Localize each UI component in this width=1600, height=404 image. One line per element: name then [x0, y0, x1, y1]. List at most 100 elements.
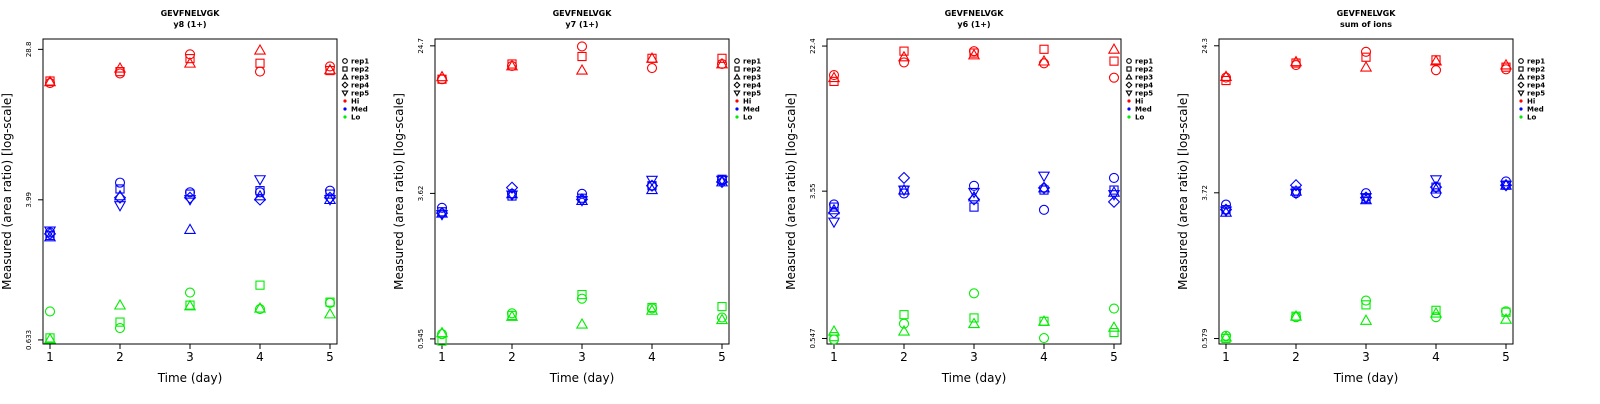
data-point-hi-triangle-up	[1359, 60, 1373, 72]
data-point-hi-square	[577, 51, 587, 62]
data-point-lo-circle	[436, 329, 448, 340]
legend-marker-med	[1519, 107, 1523, 111]
data-point-med-triangle-down	[113, 201, 127, 212]
data-point-lo-triangle-up	[1499, 313, 1513, 324]
y-tick-label: 0.579	[1201, 329, 1209, 349]
y-axis-label: Measured (area ratio) [log-scale]	[784, 93, 798, 290]
y-tick-label: 3.55	[809, 183, 817, 199]
data-point-med-triangle-down	[253, 175, 267, 186]
data-point-lo-triangle-up	[323, 307, 337, 319]
chart-subtitle: y7 (1+)	[565, 20, 598, 29]
legend-marker-rep4	[1517, 81, 1525, 89]
data-point-med-triangle-down	[827, 217, 841, 229]
data-point-med-square	[325, 189, 335, 199]
data-point-hi-triangle-up	[1219, 70, 1233, 82]
data-point-med-triangle-down	[1219, 206, 1233, 218]
data-point-med-triangle-down	[1359, 193, 1373, 204]
legend-marker-med	[343, 107, 347, 111]
legend-label-lo: Lo	[1135, 114, 1144, 122]
x-tick-label: 5	[1110, 350, 1118, 364]
data-point-lo-triangle-up	[1429, 306, 1443, 318]
data-point-hi-triangle-up	[43, 75, 57, 87]
legend-marker-rep2	[734, 66, 740, 72]
legend-marker-rep1	[1126, 58, 1132, 64]
data-point-med-triangle-down	[435, 210, 449, 221]
data-point-lo-circle	[114, 322, 126, 334]
x-axis-label: Time (day)	[1333, 371, 1399, 385]
data-point-med-diamond	[715, 175, 729, 189]
y-tick-label: 0.547	[809, 328, 817, 348]
legend-label-rep1: rep1	[1135, 58, 1153, 66]
legend-label-lo: Lo	[351, 114, 360, 122]
data-point-med-square	[647, 181, 657, 191]
data-point-lo-square	[115, 317, 125, 327]
legend-label-rep2: rep2	[1527, 66, 1545, 74]
data-point-hi-circle	[1360, 46, 1372, 57]
data-point-lo-triangle-up	[967, 317, 981, 329]
x-tick-label: 4	[648, 350, 656, 364]
data-point-med-diamond	[897, 171, 911, 185]
legend-label-rep4: rep4	[743, 82, 761, 90]
data-point-lo-circle	[1108, 303, 1120, 314]
data-point-hi-triangle-up	[505, 59, 519, 71]
x-tick-label: 5	[1502, 350, 1510, 364]
x-tick-label: 1	[830, 350, 838, 364]
legend-label-rep3: rep3	[1527, 74, 1545, 82]
data-point-hi-triangle-up	[1107, 43, 1121, 54]
data-point-lo-circle	[184, 287, 196, 298]
legend-label-rep3: rep3	[351, 74, 369, 82]
legend-marker-lo	[735, 115, 739, 119]
data-point-med-triangle-down	[967, 187, 981, 199]
data-point-hi-circle	[254, 66, 266, 77]
data-point-lo-square	[899, 310, 909, 320]
y-tick-label: 22.4	[809, 38, 817, 54]
data-point-hi-triangle-up	[253, 43, 267, 55]
data-point-med-diamond	[505, 181, 519, 194]
x-tick-label: 2	[1292, 350, 1300, 364]
data-point-hi-triangle-up	[435, 70, 449, 82]
legend-marker-rep3	[1517, 73, 1525, 80]
data-point-med-triangle-down	[1107, 190, 1121, 201]
data-point-hi-triangle-up	[645, 52, 659, 63]
legend-label-lo: Lo	[1527, 114, 1536, 122]
y-tick-label: 3.62	[417, 186, 425, 202]
legend-marker-rep5	[733, 90, 741, 97]
legend-label-med: Med	[1527, 106, 1544, 114]
legend-marker-rep5	[1125, 90, 1133, 97]
data-point-med-circle	[968, 180, 980, 191]
data-point-med-triangle-down	[323, 195, 337, 206]
legend-label-hi: Hi	[1527, 98, 1535, 106]
legend-marker-hi	[1519, 99, 1523, 103]
chart-panel: GEVFNELVGK y7 (1+) 1 2 3 4 5 Time (day) 0.545 3.6…	[392, 9, 761, 385]
legend-label-rep1: rep1	[743, 58, 761, 66]
data-point-lo-triangle-up	[1359, 314, 1373, 325]
data-point-lo-triangle-up	[505, 310, 519, 321]
data-point-lo-square	[969, 313, 979, 323]
data-point-hi-circle	[1430, 65, 1442, 76]
chart-subtitle: sum of ions	[1340, 20, 1392, 29]
x-tick-label: 2	[900, 350, 908, 364]
x-tick-label: 4	[1432, 350, 1440, 364]
plot-frame	[42, 38, 338, 345]
x-tick-label: 3	[1362, 350, 1370, 364]
legend-marker-rep3	[733, 73, 741, 80]
legend-marker-lo	[343, 115, 347, 119]
data-point-lo-circle	[828, 334, 840, 345]
x-axis-label: Time (day)	[941, 371, 1007, 385]
legend-label-rep2: rep2	[1135, 66, 1153, 74]
data-point-med-triangle-down	[1429, 175, 1443, 186]
legend-label-hi: Hi	[743, 98, 751, 106]
data-point-lo-triangle-up	[183, 299, 197, 311]
legend-marker-rep2	[1126, 66, 1132, 72]
data-point-med-triangle-down	[43, 226, 57, 238]
chart-title: GEVFNELVGK	[945, 9, 1005, 18]
legend-marker-rep4	[733, 81, 741, 89]
data-point-med-diamond	[435, 206, 449, 220]
chart-subtitle: y6 (1+)	[957, 20, 990, 29]
legend-marker-rep5	[341, 90, 349, 97]
legend-label-lo: Lo	[743, 114, 752, 122]
data-point-lo-triangle-up	[1107, 321, 1121, 332]
data-point-lo-square	[577, 289, 587, 300]
data-point-med-diamond	[1037, 181, 1051, 195]
data-point-lo-square	[255, 280, 265, 290]
